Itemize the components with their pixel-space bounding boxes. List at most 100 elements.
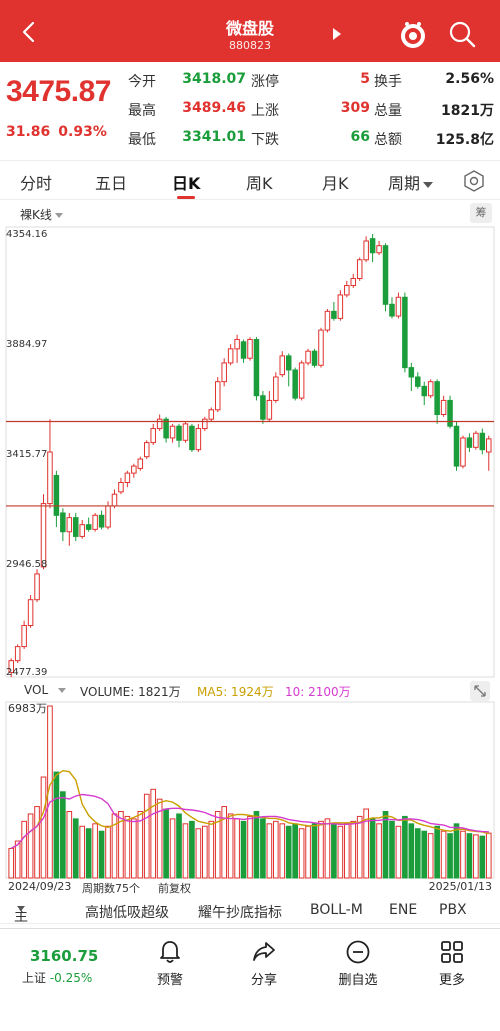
tab-monthly-k[interactable]: 月K <box>322 174 349 193</box>
bell-icon <box>160 941 180 963</box>
remove-watchlist-label: 删自选 <box>338 973 378 988</box>
candle <box>453 421 460 471</box>
back-arrow-icon[interactable] <box>18 20 42 44</box>
candle <box>163 416 169 443</box>
volume-bar <box>202 825 208 879</box>
candle <box>202 416 208 431</box>
candle <box>34 569 40 603</box>
volume-bar <box>434 825 440 879</box>
candle <box>214 376 221 413</box>
candle <box>182 421 189 443</box>
tab-weekly-k[interactable]: 周K <box>246 174 273 193</box>
index-change: -0.25% <box>49 971 93 985</box>
remove-watchlist-button[interactable]: 删自选 <box>328 939 388 988</box>
alert-label: 预警 <box>156 973 183 988</box>
volume-bar <box>21 820 27 879</box>
chevron-down-icon <box>58 688 67 693</box>
assistant-icon[interactable] <box>398 20 428 50</box>
kline-mode-dropdown[interactable]: 裸K线 <box>20 206 63 223</box>
volume-indicator-dropdown[interactable]: VOL <box>24 683 67 697</box>
candle <box>53 470 60 528</box>
volume-bar <box>292 823 298 879</box>
candle <box>47 419 53 509</box>
volume-bar <box>427 833 434 879</box>
candle <box>131 463 137 478</box>
share-label: 分享 <box>250 973 277 988</box>
candle <box>40 494 47 570</box>
volume-bar <box>311 823 318 879</box>
volume-value: VOLUME: 1821万 <box>80 685 181 699</box>
y-axis-tick-label: 2946.58 <box>6 559 47 570</box>
candle <box>176 423 182 448</box>
volume-chart[interactable]: 6983万 <box>0 700 500 880</box>
indicator-high-low-super[interactable]: 高抛低吸超级 <box>85 905 169 921</box>
stat-value-amount: 125.8亿 <box>435 132 494 148</box>
change-percent: 0.93% <box>58 124 107 140</box>
candlestick-chart[interactable]: 4354.16 3884.97 3415.77 2946.58 2477.39 <box>0 225 500 680</box>
volume-bar <box>14 840 21 879</box>
volume-bar <box>195 828 202 879</box>
index-value[interactable]: 3160.75 <box>30 947 99 965</box>
candle <box>118 477 124 495</box>
candle <box>460 435 466 469</box>
indicator-boll-m[interactable]: BOLL-M <box>310 902 363 918</box>
tab-five-day[interactable]: 五日 <box>95 174 128 193</box>
volume-bar <box>40 776 47 879</box>
volume-bar <box>331 823 337 879</box>
candle <box>369 233 376 263</box>
volume-bar <box>466 833 473 879</box>
volume-bar <box>92 823 98 879</box>
volume-legend: VOL VOLUME: 1821万 MA5: 1924万 10: 2100万 <box>0 681 500 701</box>
chevron-down-icon <box>17 906 25 911</box>
indicator-bottom-fishing[interactable]: 耀午抄底指标 <box>198 905 282 921</box>
volume-bar <box>473 834 479 879</box>
share-icon <box>253 942 275 961</box>
stat-label-volume: 总量 <box>374 103 402 119</box>
candle <box>240 339 247 363</box>
active-tab-indicator <box>177 196 195 199</box>
candle <box>266 391 273 422</box>
volume-bar <box>143 793 150 879</box>
candle <box>260 391 266 424</box>
volume-ma10: 10: 2100万 <box>285 685 351 699</box>
tab-intraday[interactable]: 分时 <box>20 174 53 193</box>
volume-bar <box>118 810 124 879</box>
stat-value-volume: 1821万 <box>441 103 494 119</box>
volume-bar <box>182 823 189 879</box>
volume-ma5: MA5: 1924万 <box>197 685 274 699</box>
candle <box>421 381 427 406</box>
candle <box>408 362 415 392</box>
more-button[interactable]: 更多 <box>422 939 482 988</box>
volume-ma5-line <box>10 769 489 850</box>
candle <box>66 512 73 546</box>
alert-button[interactable]: 预警 <box>140 939 200 988</box>
volume-bar <box>234 818 240 879</box>
candle <box>169 423 176 443</box>
candle <box>79 519 85 539</box>
candle <box>273 372 279 403</box>
volume-bar <box>376 823 382 879</box>
share-button[interactable]: 分享 <box>234 939 294 988</box>
search-icon[interactable] <box>448 20 476 48</box>
volume-bar <box>479 835 486 879</box>
expand-icon[interactable] <box>470 681 490 701</box>
candle <box>189 423 195 453</box>
tab-period-dropdown[interactable]: 周期 <box>388 170 434 194</box>
indicator-pbx[interactable]: PBX <box>439 902 467 918</box>
candle <box>124 470 131 488</box>
next-stock-icon[interactable] <box>333 28 341 40</box>
chevron-down-icon <box>54 213 63 218</box>
candle <box>221 358 227 387</box>
settings-icon[interactable] <box>463 170 485 192</box>
tab-daily-k[interactable]: 日K <box>172 174 201 193</box>
candle <box>137 456 144 471</box>
indicator-ene[interactable]: ENE <box>389 902 418 918</box>
volume-bar <box>124 815 131 879</box>
volume-bar <box>105 825 111 879</box>
volume-bar <box>318 820 324 879</box>
volume-ma10-line <box>10 793 489 850</box>
chip-distribution-button[interactable]: 筹 <box>470 203 492 223</box>
volume-bar <box>440 830 447 879</box>
candle <box>234 334 240 363</box>
volume-bar <box>402 815 408 879</box>
